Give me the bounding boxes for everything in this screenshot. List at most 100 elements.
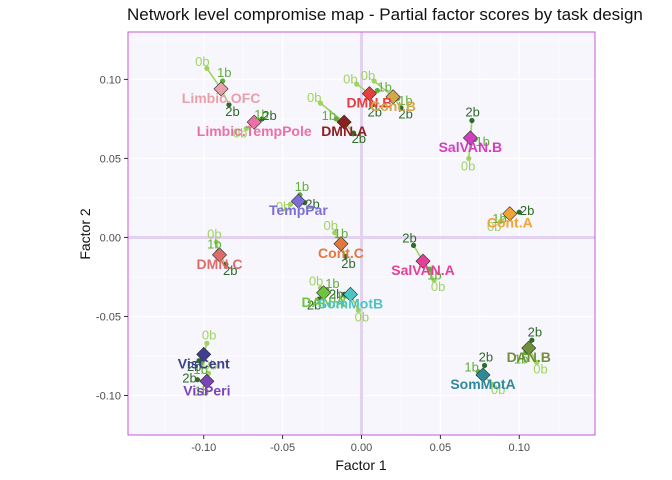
- point-cont-c-0b: [332, 230, 338, 236]
- point-temppar-0b: [287, 201, 294, 207]
- point-cont-b-2b: [398, 105, 404, 111]
- center-limbic-ofc: [213, 81, 229, 97]
- net-label-cont-c: Cont.C: [318, 245, 364, 261]
- x-tick-label: -0.10: [191, 442, 216, 454]
- dim-label-dmn-b-0b: 0b: [343, 71, 357, 86]
- point-salvan-b-2b: [469, 117, 475, 124]
- dim-label-viscent-0b: 0b: [202, 328, 216, 343]
- network-labels: Limbic.OFCLimbic.TempPoleDMN.BCont.BDMN.…: [178, 90, 551, 398]
- point-dmn-b-2b: [369, 102, 376, 108]
- net-label-viscent: VisCent: [178, 355, 230, 371]
- point-limbic-temppole-2b: [259, 116, 265, 122]
- dim-label-dan-a-2b: 2b: [307, 297, 321, 312]
- point-dan-b-2b: [529, 337, 535, 343]
- center-sommota: [475, 367, 491, 383]
- dim-label-cont-a-0b: 0b: [487, 219, 501, 234]
- dim-label-cont-c-0b: 0b: [323, 218, 337, 233]
- point-limbic-temppole-0b: [243, 125, 249, 132]
- dim-label-sommota-0b: 0b: [491, 382, 505, 397]
- net-label-dmn-b: DMN.B: [346, 95, 392, 111]
- dim-label-dmn-c-1b: 1b: [207, 237, 221, 252]
- dim-label-sommota-1b: 1b: [464, 359, 478, 374]
- dim-label-dan-a-0b: 0b: [309, 273, 323, 288]
- dim-label-dmn-c-0b: 0b: [207, 226, 221, 241]
- point-sommota-0b: [489, 381, 496, 388]
- point-dmn-b-0b: [354, 81, 360, 87]
- point-limbic-ofc-0b: [204, 65, 210, 71]
- dim-label-limbic-temppole-0b: 0b: [233, 125, 247, 140]
- dim-label-visperi-2b: 2b: [182, 370, 196, 385]
- net-label-visperi: VisPeri: [183, 382, 230, 398]
- center-sommotb: [342, 286, 358, 302]
- dim-label-dan-b-2b: 2b: [528, 325, 542, 340]
- point-viscent-0b: [204, 340, 210, 346]
- point-dmn-a-2b: [351, 130, 357, 136]
- y-tick-label: 0.05: [100, 153, 121, 165]
- center-dan-a: [316, 285, 332, 301]
- dim-label-dmn-b-2b: 2b: [368, 104, 382, 119]
- point-visperi-2b: [194, 377, 201, 383]
- dim-label-visperi-1b: 1b: [195, 384, 209, 399]
- point-salvan-a-0b: [431, 277, 437, 283]
- point-cont-c-2b: [343, 253, 349, 260]
- dim-label-salvan-b-1b: 1b: [475, 134, 489, 149]
- point-cont-b-0b: [371, 78, 377, 84]
- dim-label-salvan-b-0b: 0b: [461, 158, 475, 173]
- dim-label-dan-b-1b: 1b: [514, 351, 528, 366]
- dim-label-temppar-2b: 2b: [305, 197, 319, 212]
- point-salvan-a-2b: [410, 242, 417, 248]
- center-temppar: [290, 193, 306, 209]
- x-axis-title: Factor 1: [335, 457, 387, 473]
- dim-label-dan-a-1b: 1b: [325, 276, 339, 291]
- y-tick-label: -0.10: [96, 390, 121, 402]
- net-label-dmn-c: DMN.C: [197, 256, 243, 272]
- net-label-limbic-ofc: Limbic.OFC: [182, 90, 261, 106]
- net-label-dmn-a: DMN.A: [321, 123, 367, 139]
- dim-label-dmn-a-2b: 2b: [352, 131, 366, 146]
- dim-label-salvan-a-2b: 2b: [402, 230, 416, 245]
- center-dmn-c: [212, 247, 228, 263]
- dim-label-salvan-a-1b: 1b: [427, 267, 441, 282]
- net-label-limbic-temppole: Limbic.TempPole: [197, 123, 312, 139]
- center-cont-b: [385, 89, 401, 105]
- y-axis-title: Factor 2: [77, 208, 93, 260]
- y-tick-label: 0.10: [100, 74, 121, 86]
- center-cont-a: [502, 206, 518, 222]
- chart-title: Network level compromise map - Partial f…: [127, 5, 643, 24]
- x-tick-label: 0.05: [430, 442, 451, 454]
- point-sommotb-0b: [355, 307, 361, 313]
- point-salvan-b-0b: [466, 155, 472, 162]
- dim-label-cont-b-1b: 1b: [398, 93, 412, 108]
- dim-label-limbic-temppole-2b: 2b: [262, 108, 276, 123]
- net-label-temppar: TempPar: [269, 202, 328, 218]
- dim-label-limbic-ofc-0b: 0b: [195, 54, 209, 69]
- origin-lines: [128, 32, 595, 435]
- dim-label-dan-b-0b: 0b: [533, 361, 547, 376]
- dim-label-temppar-0b: 0b: [276, 199, 290, 214]
- point-salvan-a-1b: [426, 266, 432, 272]
- net-label-cont-b: Cont.B: [370, 98, 416, 114]
- center-dmn-a: [336, 114, 352, 130]
- dim-label-viscent-1b: 1b: [193, 362, 207, 377]
- dim-label-limbic-ofc-2b: 2b: [225, 104, 239, 119]
- y-tick-label: 0.00: [100, 232, 121, 244]
- point-dmn-b-1b: [374, 87, 380, 94]
- dim-label-cont-b-0b: 0b: [361, 68, 375, 83]
- dim-label-limbic-ofc-1b: 1b: [217, 65, 231, 80]
- net-label-salvan-a: SalVAN.A: [391, 262, 455, 278]
- center-cont-c: [333, 236, 349, 252]
- dim-label-cont-c-2b: 2b: [341, 256, 355, 271]
- center-visperi: [199, 373, 215, 389]
- net-label-cont-a: Cont.A: [487, 215, 533, 231]
- point-dan-b-0b: [534, 359, 540, 365]
- dim-label-dmn-b-1b: 1b: [377, 79, 391, 94]
- center-limbic-temppole: [246, 114, 262, 130]
- center-salvan-b: [462, 130, 478, 146]
- dim-label-sommota-2b: 2b: [479, 350, 493, 365]
- center-dan-b: [521, 340, 537, 356]
- dim-label-sommotb-1b: 1b: [331, 290, 345, 305]
- point-dan-a-2b: [316, 296, 322, 302]
- point-dmn-a-1b: [333, 116, 339, 122]
- point-cont-a-0b: [497, 219, 503, 225]
- point-cont-a-2b: [516, 209, 522, 215]
